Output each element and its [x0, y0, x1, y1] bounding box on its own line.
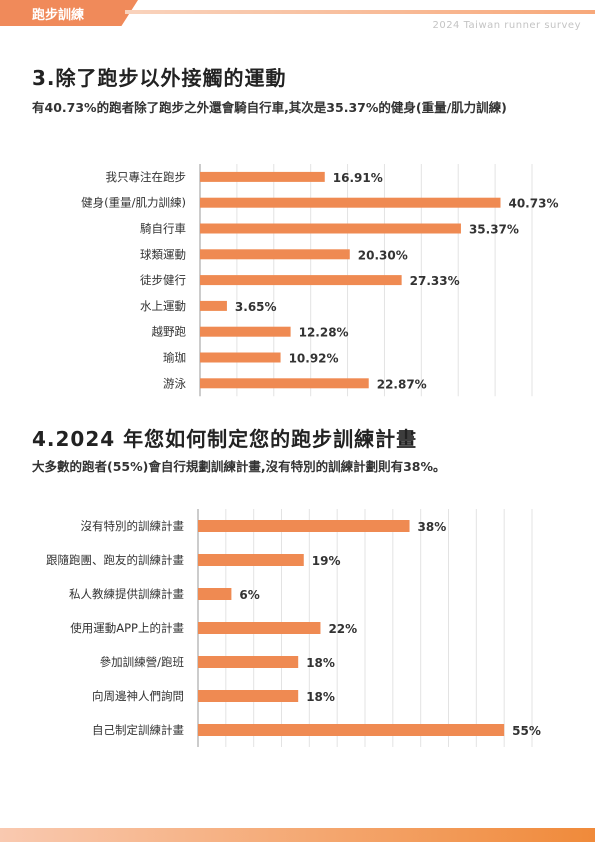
value-label: 18% [306, 656, 335, 670]
value-label: 16.91% [333, 171, 383, 185]
survey-tag: 2024 Taiwan runner survey [432, 20, 581, 31]
bar [200, 378, 369, 389]
value-label: 12.28% [299, 326, 349, 340]
category-label: 瑜珈 [163, 351, 186, 365]
value-label: 10.92% [289, 352, 339, 366]
category-label: 我只專注在跑步 [106, 170, 187, 184]
bar [198, 724, 505, 736]
section4-title: 4.2024 年您如何制定您的跑步訓練計畫 [32, 427, 418, 451]
chart-other-sports: 我只專注在跑步 16.91% 健身(重量/肌力訓練) 40.73% 騎自行車 35.37%… [81, 164, 558, 397]
header-tab-label: 跑步訓練 [32, 8, 85, 23]
value-label: 22.87% [377, 377, 427, 391]
value-label: 18% [306, 690, 335, 704]
footer-line [0, 828, 595, 842]
category-label: 自己制定訓練計畫 [92, 723, 184, 737]
header-tab: 跑步訓練 [0, 0, 138, 26]
bar [198, 622, 321, 634]
category-label: 使用運動APP上的計畫 [70, 621, 184, 635]
bar [198, 656, 299, 668]
category-label: 沒有特別的訓練計畫 [81, 519, 185, 533]
value-label: 19% [312, 554, 341, 568]
bar [198, 520, 410, 532]
value-label: 22% [328, 622, 357, 636]
header-line [125, 10, 595, 14]
category-label: 球類運動 [140, 247, 186, 261]
category-label: 騎自行車 [140, 222, 186, 236]
category-label: 水上運動 [140, 299, 186, 313]
category-label: 參加訓練營/跑班 [100, 655, 185, 669]
value-label: 38% [418, 520, 447, 534]
value-label: 35.37% [469, 223, 519, 237]
value-label: 55% [512, 724, 541, 738]
value-label: 40.73% [508, 197, 558, 211]
bar [200, 326, 291, 337]
category-label: 跟隨跑團、跑友的訓練計畫 [46, 553, 184, 567]
bar [198, 690, 299, 702]
bar [200, 275, 402, 286]
category-label: 私人教練提供訓練計畫 [69, 587, 184, 601]
bar [200, 197, 501, 208]
bar [200, 249, 350, 260]
bar [200, 300, 227, 311]
bar [200, 171, 325, 182]
value-label: 3.65% [235, 300, 277, 314]
value-label: 27.33% [410, 274, 460, 288]
bar [198, 588, 232, 600]
section3-title: 3.除了跑步以外接觸的運動 [32, 66, 287, 90]
bar [200, 352, 281, 363]
category-label: 游泳 [163, 376, 186, 390]
value-label: 6% [239, 588, 259, 602]
section4-subtitle: 大多數的跑者(55%)會自行規劃訓練計畫,沒有特別的訓練計劃則有38%。 [32, 459, 446, 474]
section3-subtitle: 有40.73%的跑者除了跑步之外還會騎自行車,其次是35.37%的健身(重量/肌… [32, 100, 507, 115]
bar [200, 223, 461, 234]
bar [198, 554, 304, 566]
category-label: 向周邊神人們詢問 [92, 689, 184, 703]
value-label: 20.30% [358, 248, 408, 262]
category-label: 健身(重量/肌力訓練) [81, 196, 186, 210]
chart-training-plan: 沒有特別的訓練計畫 38% 跟隨跑團、跑友的訓練計畫 19% 私人教練提供訓練計畫 6% 使… [46, 509, 541, 747]
category-label: 徒步健行 [140, 273, 186, 287]
category-label: 越野跑 [152, 325, 187, 339]
